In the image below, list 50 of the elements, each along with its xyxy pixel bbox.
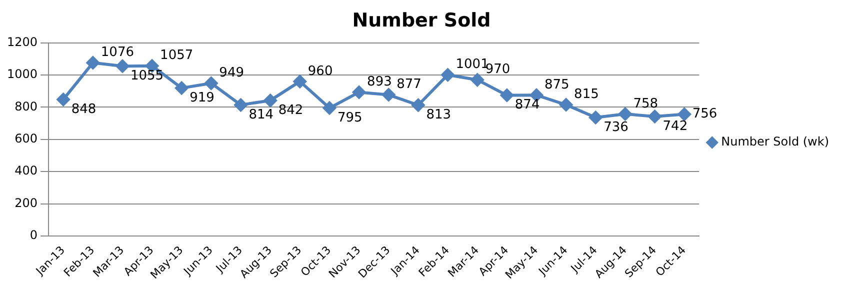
y-tick-label: 1200	[6, 34, 38, 49]
point	[293, 74, 306, 88]
data-label: 814	[248, 107, 274, 122]
point	[589, 111, 602, 124]
data-label: 815	[574, 87, 599, 102]
data-label: 742	[662, 118, 688, 134]
point	[234, 98, 248, 112]
point	[560, 98, 573, 112]
point	[412, 98, 425, 112]
data-label: 1076	[100, 45, 134, 60]
point	[352, 86, 366, 99]
data-label: 842	[278, 102, 304, 118]
data-label: 736	[604, 120, 628, 135]
data-label: 758	[633, 96, 658, 112]
data-label: 813	[426, 107, 452, 122]
point	[470, 73, 484, 86]
data-label: 1055	[130, 68, 164, 84]
point	[618, 107, 632, 120]
data-label: 874	[514, 98, 540, 113]
point	[678, 108, 691, 121]
data-label: 756	[692, 106, 718, 122]
point	[382, 88, 396, 102]
data-label: 949	[219, 66, 244, 81]
legend-label: Number Sold (wk)	[721, 134, 830, 149]
y-tick-label: 800	[14, 99, 38, 114]
point	[500, 88, 514, 102]
data-label: 795	[337, 110, 362, 126]
point	[648, 110, 662, 124]
data-label: 970	[485, 62, 510, 78]
chart-title: Number Sold	[352, 9, 491, 32]
data-label: 875	[544, 78, 570, 93]
point	[86, 56, 100, 70]
data-label: 893	[367, 74, 392, 90]
y-tick-label: 0	[30, 228, 38, 242]
point	[204, 76, 218, 90]
data-label: 1057	[160, 48, 194, 64]
data-label: 960	[308, 64, 333, 79]
y-tick-label: 600	[14, 132, 38, 146]
data-label: 848	[71, 102, 96, 117]
y-tick-label: 200	[14, 196, 38, 210]
point	[175, 82, 188, 95]
point	[441, 68, 454, 82]
point	[116, 60, 129, 73]
data-label: 877	[396, 77, 422, 92]
point	[56, 92, 70, 106]
data-label: 919	[190, 90, 214, 106]
point	[264, 94, 277, 107]
y-tick-label: 1000	[6, 67, 38, 82]
y-tick-label: 400	[14, 164, 38, 178]
point	[322, 102, 336, 115]
